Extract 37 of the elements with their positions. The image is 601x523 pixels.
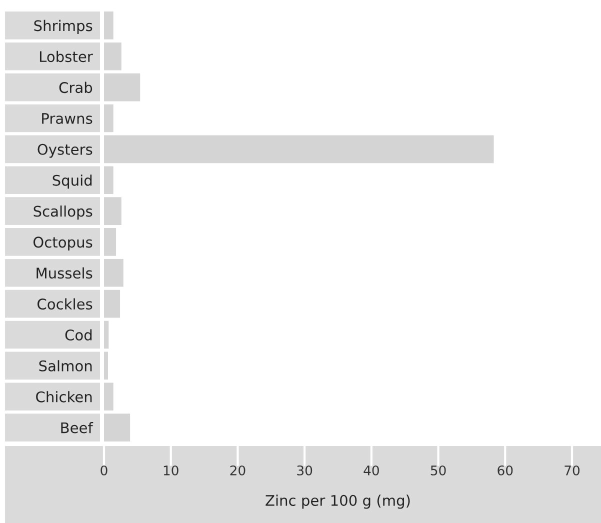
y-tick-label: Cod — [65, 329, 92, 340]
bar — [104, 104, 114, 132]
x-tick-label: 50 — [430, 465, 446, 476]
bar — [104, 228, 116, 256]
bar — [104, 352, 108, 380]
y-tick-label: Crab — [59, 82, 92, 94]
y-tick-label: Shrimps — [34, 20, 92, 34]
y-tick-label: Chicken — [36, 391, 92, 402]
x-tick-label: 30 — [297, 465, 312, 476]
y-tick-label: Lobster — [40, 50, 93, 62]
bar — [104, 12, 114, 40]
bar — [104, 414, 130, 442]
bar — [104, 290, 120, 318]
y-tick-label: Squid — [52, 174, 92, 189]
bar — [104, 73, 140, 102]
x-axis-title: Zinc per 100 g (mg) — [266, 494, 410, 509]
bar — [104, 135, 494, 164]
bar — [104, 166, 114, 194]
x-tick-label: 40 — [364, 465, 379, 476]
bar — [104, 320, 109, 349]
y-tick-label: Cockles — [38, 298, 92, 310]
y-tick-label: Oysters — [38, 144, 92, 158]
y-tick-label: Scallops — [34, 205, 92, 220]
bar — [104, 382, 114, 411]
y-tick-label: Mussels — [36, 267, 92, 279]
bar — [104, 258, 124, 287]
x-tick-label: 0 — [100, 465, 108, 476]
x-tick-label: 10 — [164, 465, 178, 476]
y-tick-label: Prawns — [42, 113, 92, 124]
bar — [104, 42, 122, 70]
x-tick-label: 60 — [498, 465, 513, 476]
x-tick-label: 70 — [564, 465, 580, 476]
y-tick-label: Beef — [61, 422, 94, 434]
bar — [104, 197, 122, 225]
y-tick-label: Salmon — [39, 360, 92, 372]
x-tick-label: 20 — [230, 465, 246, 476]
y-tick-label: Octopus — [33, 236, 92, 251]
